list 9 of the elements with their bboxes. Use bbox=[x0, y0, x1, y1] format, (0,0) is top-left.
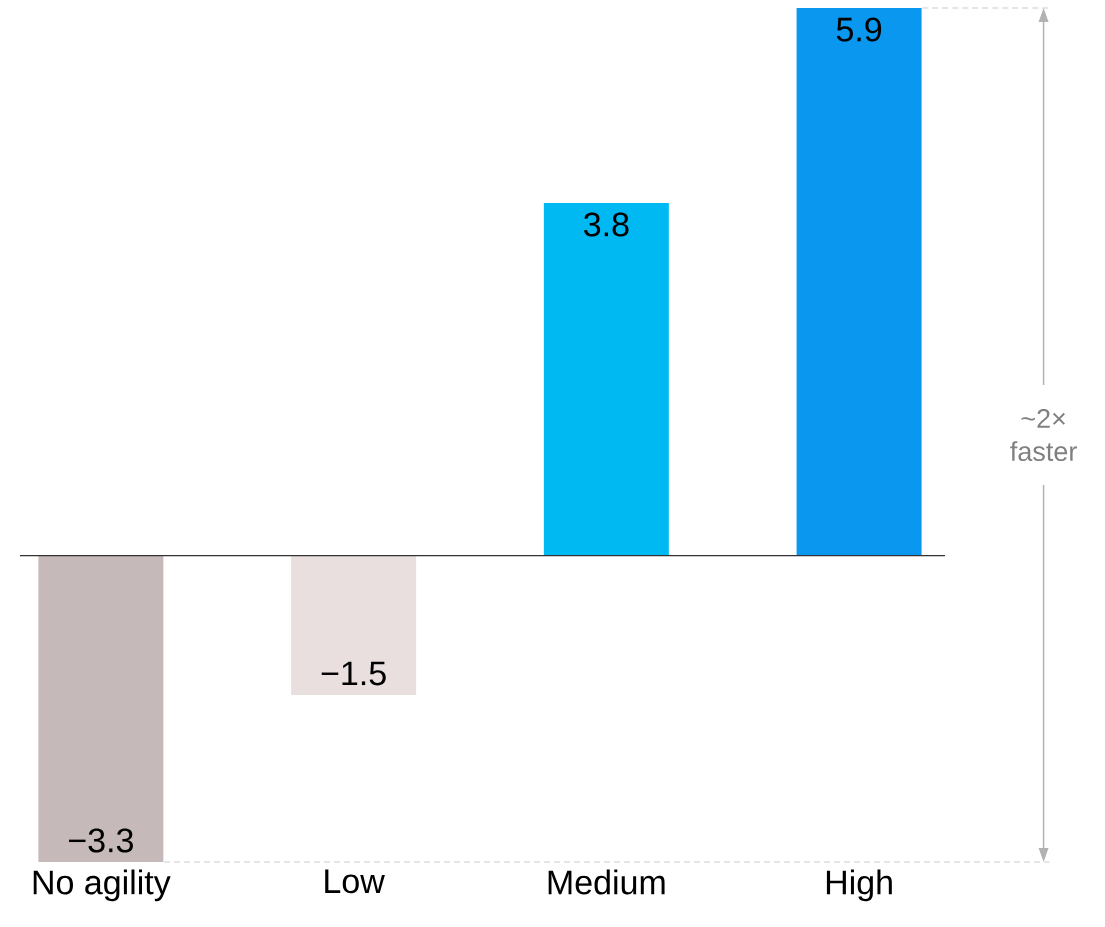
data-label: −3.3 bbox=[68, 828, 133, 853]
data-label: 3.8 bbox=[584, 212, 629, 237]
text: ~2× faster bbox=[1010, 408, 1077, 462]
data-label: −1.5 bbox=[321, 661, 386, 686]
x-tick-label: No agility bbox=[33, 869, 171, 902]
x-tick-label: Low bbox=[325, 869, 385, 894]
x-tick-label: Medium bbox=[548, 869, 665, 895]
data-label: 5.9 bbox=[836, 17, 882, 42]
x-tick-label: High bbox=[826, 869, 892, 902]
